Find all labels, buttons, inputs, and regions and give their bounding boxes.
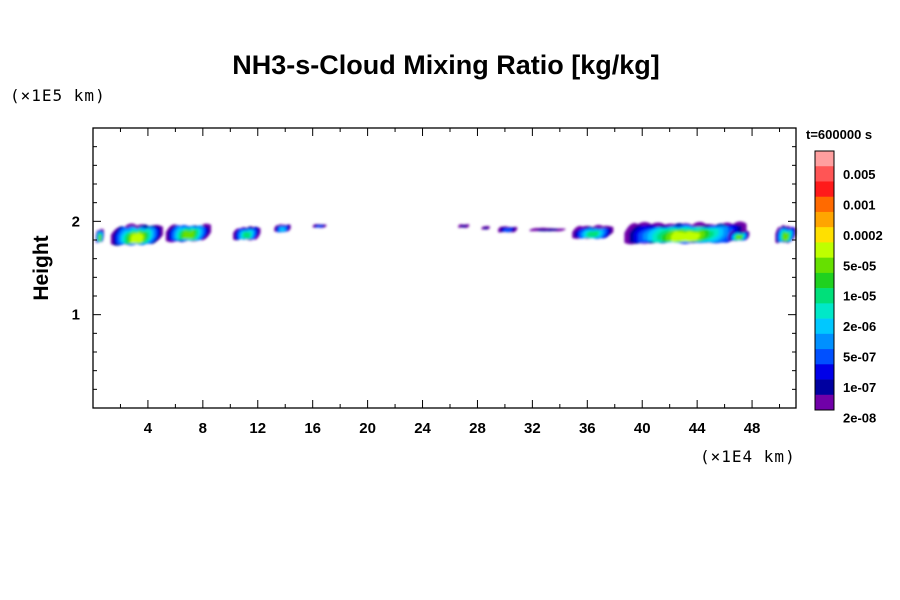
cloud-contour	[182, 230, 194, 240]
colorbar-label: 1e-07	[843, 380, 876, 395]
colorbar-swatch	[815, 196, 834, 213]
x-tick-label: 32	[524, 420, 541, 437]
colorbar-label: 5e-05	[843, 258, 876, 273]
cloud-contour	[537, 228, 558, 232]
x-tick-label: 24	[414, 420, 431, 437]
cloud-patch	[274, 224, 291, 233]
y-tick-labels: 12	[72, 213, 80, 323]
colorbar-label: 2e-08	[843, 411, 876, 426]
colorbar-swatch	[815, 257, 834, 274]
cloud-patch	[728, 230, 750, 241]
cloud-patch	[498, 226, 518, 233]
cloud-contour	[671, 231, 700, 242]
x-tick-label: 20	[359, 420, 376, 437]
cloud-patch	[775, 225, 796, 244]
x-tick-label: 16	[304, 420, 321, 437]
cloud-contour	[130, 232, 144, 244]
colorbar-label: 0.005	[843, 167, 876, 182]
colorbar-swatch	[815, 303, 834, 319]
colorbar-label: 0.001	[843, 197, 876, 212]
colorbar-swatch	[815, 181, 834, 198]
axis-ticks	[93, 128, 796, 408]
y-tick-label: 2	[72, 213, 80, 230]
colorbar-swatch	[815, 288, 834, 304]
colorbar-swatch	[815, 272, 834, 289]
colorbar-swatch	[815, 151, 834, 167]
colorbar-labels: 0.005 0.001 0.0002 5e-05 1e-05 2e-06 5e-07 1e-0…	[843, 167, 883, 426]
time-label: t=600000 s	[806, 127, 872, 142]
colorbar-swatch	[815, 227, 834, 243]
cloud-patch	[529, 227, 566, 232]
plot-frame	[93, 128, 796, 408]
cloud-contour	[460, 224, 467, 228]
cloud-contour	[243, 231, 251, 239]
colorbar-swatch	[815, 349, 834, 365]
cloud-contour	[587, 230, 599, 237]
x-tick-label: 28	[469, 420, 486, 437]
colorbar-swatch	[815, 242, 834, 258]
colorbar-label: 0.0002	[843, 228, 883, 243]
x-tick-label: 40	[634, 420, 651, 437]
colorbar-swatch	[815, 364, 834, 380]
x-tick-label: 8	[199, 420, 207, 437]
cloud-patch	[312, 224, 327, 228]
cloud-patch	[233, 226, 261, 241]
cloud-field	[95, 221, 796, 246]
colorbar-label: 5e-07	[843, 350, 876, 365]
cloud-patch	[458, 224, 470, 228]
x-tick-label: 4	[144, 420, 153, 437]
cloud-patch	[110, 223, 164, 246]
plot-area	[92, 127, 797, 409]
x-tick-labels: 4 8 12 16 20 24 28 32 36 40 44 48	[144, 420, 761, 437]
cloud-patch	[572, 224, 614, 239]
cloud-patch	[165, 223, 212, 243]
colorbar-label: 2e-06	[843, 319, 876, 334]
x-tick-label: 12	[249, 420, 266, 437]
colorbar-swatch	[815, 394, 834, 411]
x-tick-label: 48	[744, 420, 761, 437]
cloud-contour	[736, 234, 742, 240]
cloud-contour	[483, 226, 489, 230]
cloud-contour	[504, 228, 512, 232]
cloud-contour	[98, 234, 101, 242]
cloud-contour	[317, 225, 323, 228]
cloud-patch	[95, 228, 104, 243]
y-scale-label: (×1E5 km)	[10, 86, 106, 105]
colorbar-swatch	[815, 333, 834, 350]
y-axis-label: Height	[30, 235, 53, 300]
colorbar-swatches	[814, 150, 835, 411]
cloud-contour	[280, 227, 285, 232]
cloud-contour	[783, 232, 789, 242]
x-tick-label: 44	[689, 420, 706, 437]
y-tick-label: 1	[72, 307, 80, 324]
chart-title: NH3-s-Cloud Mixing Ratio [kg/kg]	[232, 50, 660, 80]
colorbar-swatch	[815, 211, 834, 228]
x-scale-label: (×1E4 km)	[700, 447, 796, 466]
colorbar-label: 1e-05	[843, 289, 876, 304]
colorbar-swatch	[815, 318, 834, 335]
x-tick-label: 36	[579, 420, 596, 437]
cloud-patch	[624, 221, 747, 245]
colorbar-swatch	[815, 379, 834, 396]
cloud-patch	[481, 225, 490, 230]
colorbar: t=600000 s 0.005 0.001 0.0002 5e-05 1e-05 2e-…	[806, 127, 883, 426]
colorbar-swatch	[815, 166, 834, 182]
